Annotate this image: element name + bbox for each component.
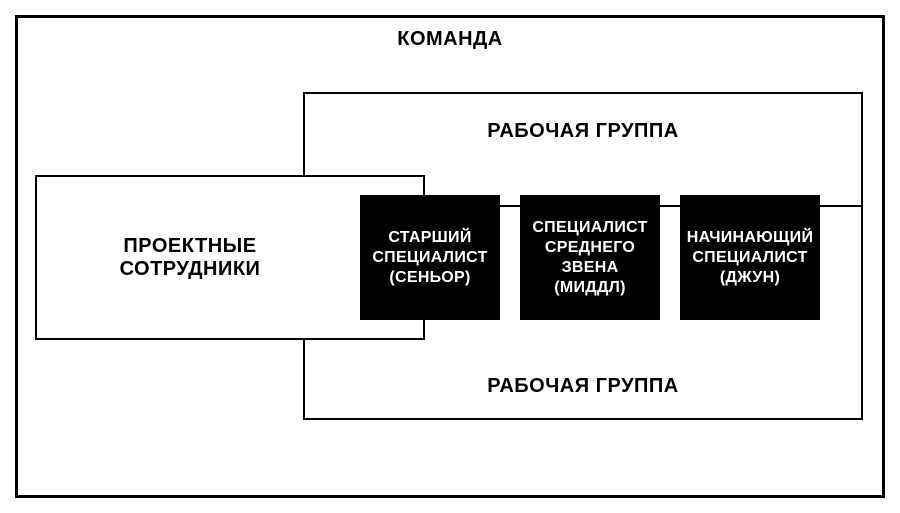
workgroup-top-label: РАБОЧАЯ ГРУППА bbox=[303, 120, 863, 143]
role-box-senior: СТАРШИЙСПЕЦИАЛИСТ(СЕНЬОР) bbox=[360, 195, 500, 320]
project-staff-label: ПРОЕКТНЫЕСОТРУДНИКИ bbox=[45, 235, 335, 281]
team-label: КОМАНДА bbox=[15, 28, 885, 51]
role-label-middle: СПЕЦИАЛИСТСРЕДНЕГОЗВЕНА (МИДДЛ) bbox=[526, 218, 654, 298]
role-box-junior: НАЧИНАЮЩИЙСПЕЦИАЛИСТ(ДЖУН) bbox=[680, 195, 820, 320]
role-label-senior: СТАРШИЙСПЕЦИАЛИСТ(СЕНЬОР) bbox=[372, 228, 487, 288]
diagram-stage: КОМАНДА РАБОЧАЯ ГРУППА РАБОЧАЯ ГРУППА ПР… bbox=[0, 0, 900, 513]
workgroup-bottom-label: РАБОЧАЯ ГРУППА bbox=[303, 375, 863, 398]
role-box-middle: СПЕЦИАЛИСТСРЕДНЕГОЗВЕНА (МИДДЛ) bbox=[520, 195, 660, 320]
role-label-junior: НАЧИНАЮЩИЙСПЕЦИАЛИСТ(ДЖУН) bbox=[687, 228, 814, 288]
